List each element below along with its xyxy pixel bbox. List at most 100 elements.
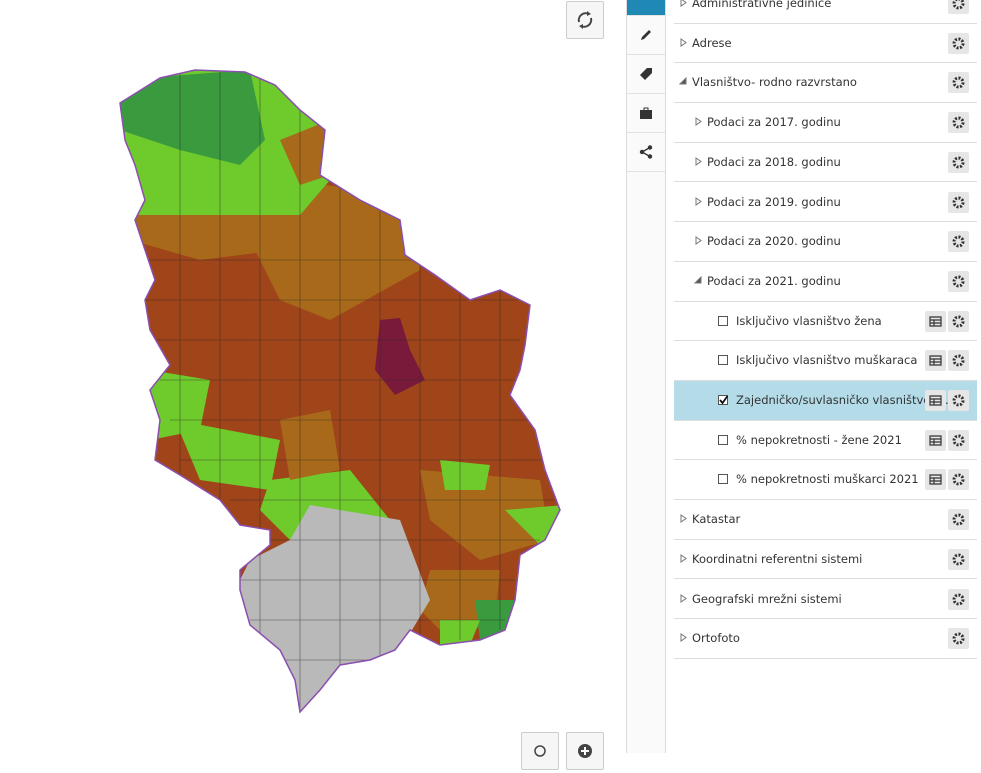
settings-button[interactable] — [948, 628, 969, 650]
settings-button[interactable] — [948, 509, 969, 531]
table — [929, 435, 942, 446]
tag-tool[interactable] — [627, 55, 665, 94]
settings-button[interactable] — [948, 151, 969, 173]
settings-button[interactable] — [948, 72, 969, 94]
edit-tool[interactable] — [627, 16, 665, 55]
share-tool[interactable] — [627, 133, 665, 172]
layer-row[interactable]: Vlasništvo- rodno razvrstano — [674, 63, 977, 104]
expand-toggle[interactable] — [679, 593, 688, 603]
gear — [952, 37, 965, 50]
page: Administrativne jedinice Adrese Vlasništvo… — [119, 0, 977, 770]
layer-label: Koordinatni referentni sistemi — [692, 551, 863, 566]
layer-label: % nepokretnosti - žene 2021 — [736, 432, 902, 447]
gear — [952, 354, 965, 367]
gear-icon — [952, 513, 965, 526]
layer-row[interactable]: Podaci za 2021. godinu — [674, 262, 977, 302]
checkbox-box — [718, 395, 728, 405]
expand-toggle[interactable] — [679, 37, 688, 47]
gear-icon — [952, 37, 965, 50]
layer-label: Zajedničko/suvlasničko vlasništvo 2... — [736, 393, 953, 407]
settings-button[interactable] — [948, 548, 969, 570]
locate-button[interactable] — [521, 732, 559, 770]
layer-label: Administrativne jedinice — [692, 0, 832, 10]
settings-button[interactable] — [948, 469, 969, 491]
layer-row[interactable]: Ortofoto — [674, 619, 977, 659]
settings-button[interactable] — [948, 112, 969, 134]
table-button[interactable] — [925, 310, 946, 332]
expand-toggle[interactable] — [679, 77, 688, 86]
settings-button[interactable] — [948, 429, 969, 451]
checkbox[interactable] — [718, 355, 729, 366]
table-button[interactable] — [925, 429, 946, 451]
layer-row[interactable]: Katastar — [674, 500, 977, 540]
table-icon — [929, 355, 942, 366]
refresh-button[interactable] — [566, 1, 604, 39]
table-button[interactable] — [925, 469, 946, 491]
layer-row[interactable]: Administrativne jedinice — [674, 0, 977, 24]
gear — [952, 513, 965, 526]
layer-row[interactable]: % nepokretnosti muškarci 2021 — [674, 460, 977, 501]
expand-toggle[interactable] — [694, 117, 703, 127]
expand-toggle[interactable] — [694, 196, 703, 206]
layer-row[interactable]: Koordinatni referentni sistemi — [674, 540, 977, 580]
gear — [952, 156, 965, 169]
triangle-right — [695, 196, 702, 206]
refresh-icon — [577, 11, 593, 29]
gear-icon — [952, 76, 965, 89]
checkbox[interactable] — [718, 315, 729, 327]
layer-row[interactable]: Isključivo vlasništvo žena — [674, 302, 977, 342]
settings-button[interactable] — [948, 390, 969, 411]
layers-tool[interactable] — [627, 0, 665, 16]
checkbox[interactable] — [718, 395, 729, 406]
zoom-in-button[interactable] — [566, 732, 604, 770]
layer-label: Vlasništvo- rodno razvrstano — [692, 75, 857, 90]
check-mark — [719, 395, 729, 405]
locate-icon — [534, 745, 546, 757]
layer-row[interactable]: % nepokretnosti - žene 2021 — [674, 421, 977, 461]
triangle-down — [694, 275, 702, 284]
table-button[interactable] — [925, 350, 946, 372]
expand-toggle[interactable] — [679, 0, 688, 7]
expand-toggle[interactable] — [694, 236, 703, 246]
layer-label: Podaci za 2017. godinu — [707, 115, 841, 130]
settings-button[interactable] — [948, 270, 969, 292]
gear — [952, 593, 965, 605]
table — [929, 395, 942, 406]
gear-icon — [952, 116, 965, 129]
gear-icon — [952, 473, 965, 486]
gear-icon — [952, 275, 965, 288]
settings-button[interactable] — [948, 0, 969, 14]
table-button[interactable] — [925, 390, 946, 411]
gear-icon — [952, 315, 965, 328]
layer-row[interactable]: Podaci za 2020. godinu — [674, 222, 977, 262]
gear-icon — [952, 196, 965, 208]
settings-button[interactable] — [948, 350, 969, 372]
checkbox[interactable] — [718, 434, 729, 446]
settings-button[interactable] — [948, 231, 969, 253]
expand-toggle[interactable] — [679, 633, 688, 643]
settings-button[interactable] — [948, 310, 969, 332]
expand-toggle[interactable] — [679, 553, 688, 563]
checkbox-box — [718, 355, 728, 366]
layer-row[interactable]: Podaci za 2019. godinu — [674, 183, 977, 223]
expand-toggle[interactable] — [694, 275, 703, 285]
expand-toggle[interactable] — [679, 514, 688, 524]
checkbox-box — [718, 434, 728, 445]
tools-tool[interactable] — [627, 94, 665, 133]
gear-icon — [952, 593, 965, 605]
layer-label: Geografski mrežni sistemi — [692, 591, 842, 606]
checkbox[interactable] — [718, 474, 729, 485]
layer-row[interactable]: Podaci za 2017. godinu — [674, 103, 977, 143]
layer-row[interactable]: Isključivo vlasništvo muškaraca — [674, 341, 977, 381]
briefcase-icon — [640, 107, 652, 119]
expand-toggle[interactable] — [694, 156, 703, 166]
layer-row[interactable]: Zajedničko/suvlasničko vlasništvo 2... — [674, 381, 977, 421]
layer-row[interactable]: Podaci za 2018. godinu — [674, 143, 977, 183]
gear-icon — [952, 156, 965, 169]
settings-button[interactable] — [948, 588, 969, 610]
layer-row[interactable]: Geografski mrežni sistemi — [674, 580, 977, 620]
gear-icon — [952, 0, 965, 10]
settings-button[interactable] — [948, 191, 969, 213]
settings-button[interactable] — [948, 32, 969, 54]
layer-row[interactable]: Adrese — [674, 24, 977, 64]
